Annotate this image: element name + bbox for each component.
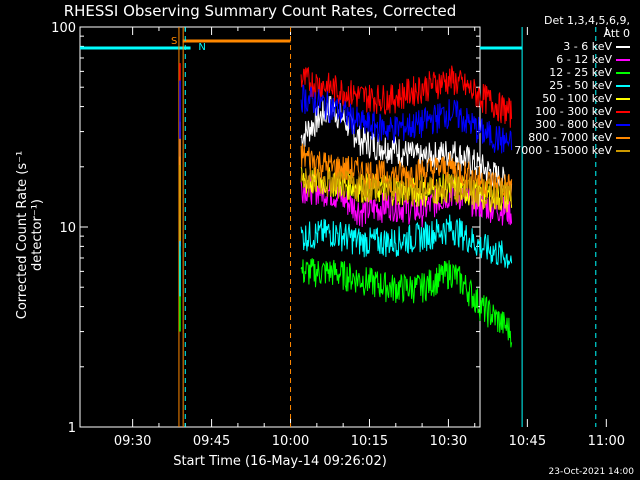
timestamp: 23-Oct-2021 14:00 (548, 467, 634, 477)
legend-attenuator: Att 0 (603, 27, 630, 40)
legend-entry-label: 3 - 6 keV (563, 40, 612, 53)
legend-entry-label: 300 - 800 keV (535, 118, 612, 131)
saa-flag-label: S (171, 36, 177, 47)
legend-entry: 50 - 100 keV (470, 92, 630, 105)
legend-entry: 7000 - 15000 keV (470, 144, 630, 157)
legend-entry: 3 - 6 keV (470, 40, 630, 53)
x-tick-label: 11:00 (588, 434, 625, 449)
x-tick-label: 10:45 (509, 434, 546, 449)
legend-swatch (616, 149, 630, 152)
legend-entry-label: 25 - 50 keV (549, 79, 612, 92)
legend-entry: 6 - 12 keV (470, 53, 630, 66)
chart-title: RHESSI Observing Summary Count Rates, Co… (63, 2, 457, 20)
x-tick-label: 10:15 (351, 434, 388, 449)
legend-swatch (616, 123, 630, 126)
x-tick-label: 09:45 (193, 434, 230, 449)
legend-entry-label: 800 - 7000 keV (528, 131, 612, 144)
legend-swatch (616, 110, 630, 113)
legend-swatch (616, 97, 630, 100)
legend-detectors: Det 1,3,4,5,6,9, (543, 14, 630, 27)
series-line (300, 258, 513, 348)
series-line (300, 84, 513, 154)
series-line (300, 168, 513, 211)
y-tick-label: 100 (51, 21, 76, 36)
legend-swatch (616, 45, 630, 48)
night-flag-label: N (198, 42, 205, 53)
legend-entry: 12 - 25 keV (470, 66, 630, 79)
x-tick-label: 10:00 (272, 434, 309, 449)
legend-entry-label: 12 - 25 keV (549, 66, 612, 79)
legend: Det 1,3,4,5,6,9, Att 0 3 - 6 keV 6 - 12 k… (470, 14, 630, 157)
series-line (300, 214, 513, 269)
x-axis-label: Start Time (16-May-14 09:26:02) (173, 454, 387, 469)
legend-entry: 25 - 50 keV (470, 79, 630, 92)
legend-entry: 300 - 800 keV (470, 118, 630, 131)
legend-swatch (616, 58, 630, 61)
y-axis-label: Corrected Count Rate (s⁻¹ detector⁻¹) (15, 150, 45, 320)
legend-entry-label: 50 - 100 keV (542, 92, 612, 105)
y-tick-label: 10 (59, 221, 76, 236)
legend-swatch (616, 71, 630, 74)
legend-entry: 100 - 300 keV (470, 105, 630, 118)
y-tick-label: 1 (68, 421, 76, 436)
series-line (300, 65, 513, 128)
legend-entry-label: 6 - 12 keV (556, 53, 612, 66)
legend-swatch (616, 136, 630, 139)
x-tick-label: 09:30 (114, 434, 151, 449)
legend-entry-label: 100 - 300 keV (535, 105, 612, 118)
series-line (300, 95, 513, 197)
x-tick-label: 10:30 (430, 434, 467, 449)
legend-entry-label: 7000 - 15000 keV (514, 144, 612, 157)
legend-swatch (616, 84, 630, 87)
series-line (300, 143, 513, 200)
legend-entry: 800 - 7000 keV (470, 131, 630, 144)
